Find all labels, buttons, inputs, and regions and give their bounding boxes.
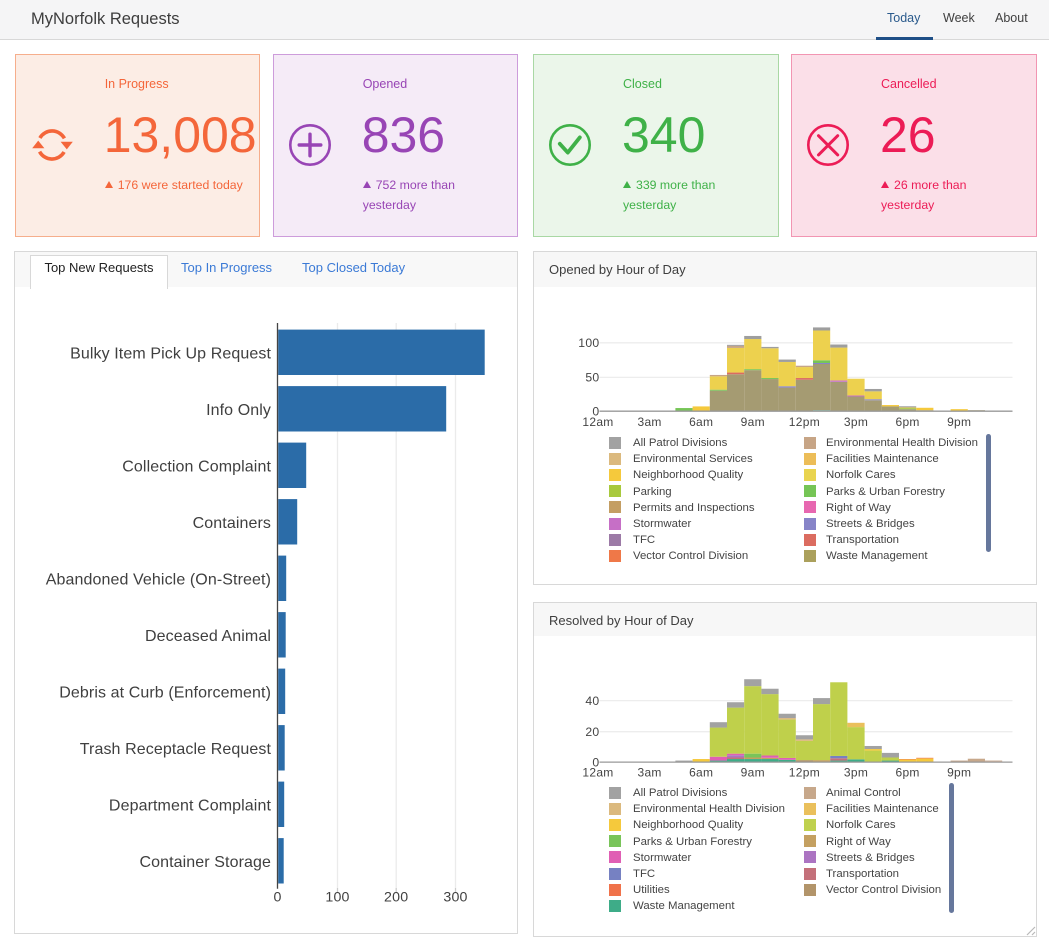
svg-text:3am: 3am (637, 766, 661, 780)
svg-text:Abandoned Vehicle (On-Street): Abandoned Vehicle (On-Street) (46, 571, 271, 588)
svg-text:100: 100 (578, 336, 599, 350)
svg-text:9pm: 9pm (947, 415, 971, 429)
svg-text:6am: 6am (689, 415, 713, 429)
svg-text:9am: 9am (741, 415, 765, 429)
svg-text:6pm: 6pm (895, 766, 919, 780)
svg-text:50: 50 (585, 371, 599, 385)
svg-text:Containers: Containers (193, 515, 271, 532)
svg-text:3pm: 3pm (844, 766, 868, 780)
svg-text:Trash Receptacle Request: Trash Receptacle Request (80, 741, 272, 758)
svg-text:9am: 9am (741, 766, 765, 780)
svg-text:40: 40 (585, 694, 599, 708)
svg-text:3pm: 3pm (844, 415, 868, 429)
svg-text:12pm: 12pm (789, 766, 820, 780)
svg-text:9pm: 9pm (947, 766, 971, 780)
svg-text:Collection Complaint: Collection Complaint (122, 458, 271, 475)
svg-text:Info Only: Info Only (206, 402, 271, 419)
svg-text:Deceased Animal: Deceased Animal (145, 628, 271, 645)
svg-text:6pm: 6pm (895, 415, 919, 429)
svg-text:0: 0 (592, 404, 599, 418)
svg-text:Bulky Item Pick Up Request: Bulky Item Pick Up Request (70, 345, 271, 362)
svg-text:3am: 3am (637, 415, 661, 429)
svg-text:12am: 12am (582, 415, 613, 429)
svg-text:300: 300 (443, 889, 467, 905)
svg-text:0: 0 (592, 755, 599, 769)
svg-text:Department Complaint: Department Complaint (109, 797, 272, 814)
svg-text:Debris at Curb (Enforcement): Debris at Curb (Enforcement) (59, 684, 271, 701)
svg-text:12am: 12am (582, 766, 613, 780)
svg-text:0: 0 (273, 889, 281, 905)
svg-text:100: 100 (325, 889, 349, 905)
svg-text:6am: 6am (689, 766, 713, 780)
svg-text:12pm: 12pm (789, 415, 820, 429)
svg-text:200: 200 (384, 889, 408, 905)
svg-text:20: 20 (585, 725, 599, 739)
svg-text:Container Storage: Container Storage (139, 854, 271, 871)
